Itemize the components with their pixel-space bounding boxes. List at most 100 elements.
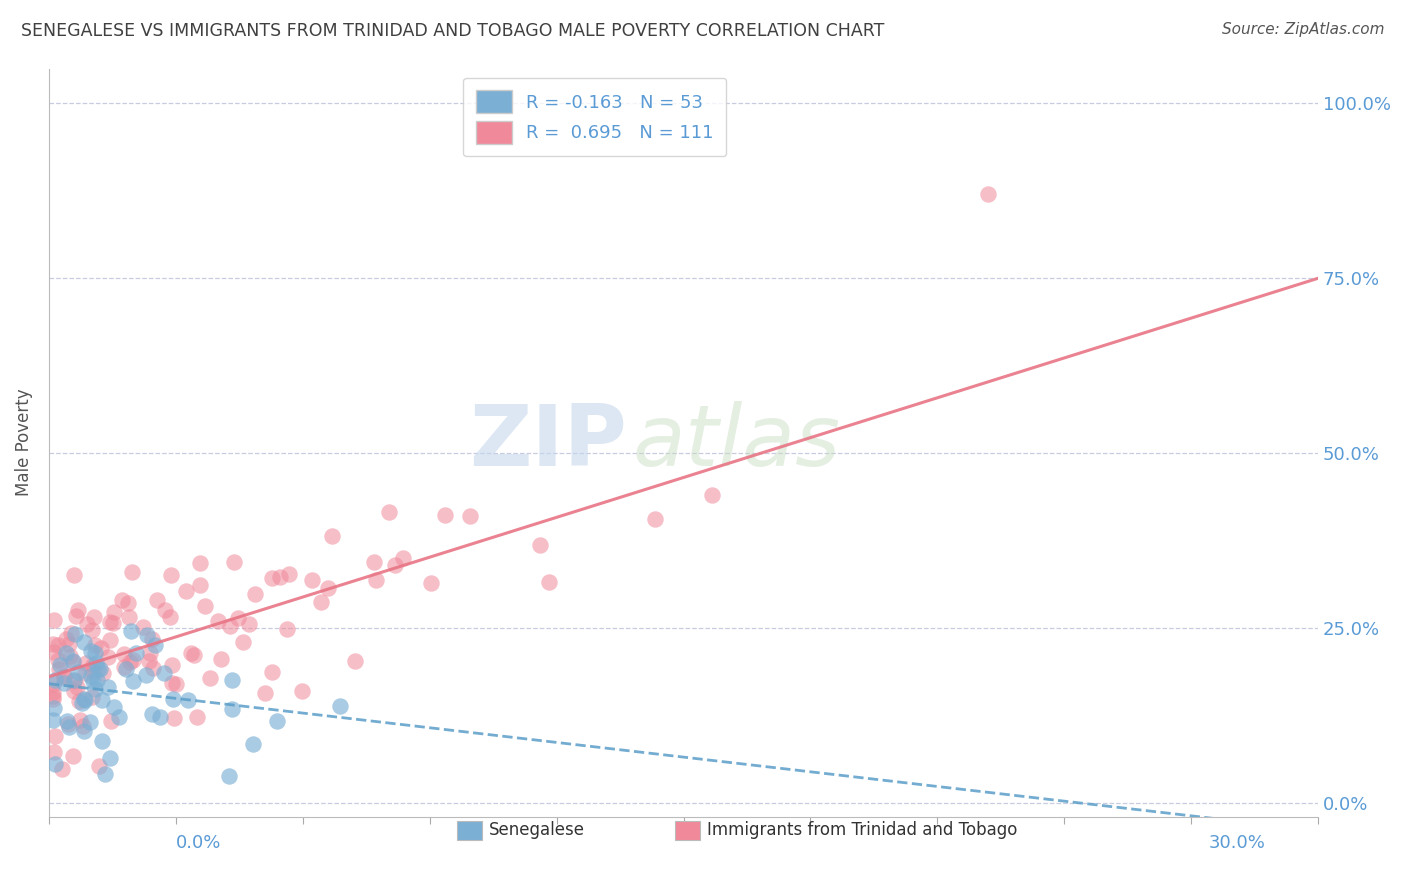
Point bbox=[329, 698, 352, 713]
Point bbox=[67, 694, 90, 708]
Point bbox=[644, 512, 666, 526]
Point bbox=[42, 637, 65, 651]
Point bbox=[44, 729, 66, 743]
Point bbox=[73, 666, 96, 681]
Point bbox=[80, 690, 103, 704]
Point bbox=[207, 614, 229, 628]
Point bbox=[142, 661, 165, 675]
Point bbox=[58, 720, 80, 734]
Point bbox=[65, 609, 87, 624]
Point bbox=[143, 639, 166, 653]
Point bbox=[132, 620, 155, 634]
Point bbox=[122, 653, 145, 667]
Point bbox=[94, 766, 117, 780]
Point bbox=[160, 676, 183, 690]
Point bbox=[55, 632, 77, 646]
Point bbox=[83, 638, 105, 652]
Point bbox=[278, 567, 301, 582]
Point bbox=[262, 665, 284, 679]
Point bbox=[186, 710, 208, 724]
Point bbox=[62, 654, 84, 668]
Point bbox=[391, 550, 413, 565]
Text: Immigrants from Trinidad and Tobago: Immigrants from Trinidad and Tobago bbox=[707, 821, 1018, 838]
Point bbox=[138, 646, 160, 660]
Point bbox=[183, 648, 205, 662]
Point bbox=[42, 745, 65, 759]
Point bbox=[98, 615, 121, 629]
Text: SENEGALESE VS IMMIGRANTS FROM TRINIDAD AND TOBAGO MALE POVERTY CORRELATION CHART: SENEGALESE VS IMMIGRANTS FROM TRINIDAD A… bbox=[21, 22, 884, 40]
Point bbox=[269, 569, 291, 583]
Point bbox=[291, 683, 314, 698]
Point bbox=[82, 658, 104, 673]
Point bbox=[222, 555, 245, 569]
Point bbox=[194, 599, 217, 614]
Point bbox=[42, 685, 65, 699]
Point bbox=[98, 750, 121, 764]
Point bbox=[52, 669, 75, 683]
Point bbox=[63, 626, 86, 640]
Point bbox=[311, 594, 333, 608]
Point bbox=[458, 508, 481, 523]
Point bbox=[53, 670, 76, 684]
Point bbox=[44, 701, 66, 715]
Point bbox=[62, 673, 84, 687]
Point bbox=[384, 558, 406, 573]
Point bbox=[112, 660, 135, 674]
Point bbox=[702, 488, 724, 502]
Text: 0.0%: 0.0% bbox=[176, 834, 221, 852]
Point bbox=[977, 187, 1000, 202]
Point bbox=[245, 587, 267, 601]
Text: 30.0%: 30.0% bbox=[1209, 834, 1265, 852]
Point bbox=[153, 666, 176, 681]
Point bbox=[200, 671, 222, 685]
Point bbox=[49, 658, 72, 673]
Point bbox=[90, 640, 112, 655]
Point bbox=[108, 710, 131, 724]
Point bbox=[97, 680, 120, 694]
Point bbox=[87, 759, 110, 773]
Point bbox=[66, 665, 89, 679]
Text: Senegalese: Senegalese bbox=[489, 821, 585, 838]
Point bbox=[112, 647, 135, 661]
Point bbox=[124, 646, 146, 660]
Point bbox=[238, 617, 260, 632]
Point bbox=[98, 632, 121, 647]
Point bbox=[141, 632, 163, 646]
Point bbox=[59, 648, 82, 663]
Point bbox=[70, 696, 93, 710]
Point bbox=[103, 700, 125, 714]
Point bbox=[73, 635, 96, 649]
Point bbox=[44, 645, 66, 659]
Legend: R = -0.163   N = 53, R =  0.695   N = 111: R = -0.163 N = 53, R = 0.695 N = 111 bbox=[463, 78, 727, 156]
Point bbox=[82, 665, 104, 679]
Point bbox=[529, 538, 551, 552]
Point bbox=[80, 644, 103, 658]
Point bbox=[42, 689, 65, 703]
Point bbox=[63, 568, 86, 582]
Point bbox=[120, 624, 142, 639]
Point bbox=[538, 574, 561, 589]
Point bbox=[159, 610, 181, 624]
Point bbox=[84, 656, 107, 670]
Point bbox=[122, 673, 145, 688]
Point bbox=[82, 674, 104, 689]
Point bbox=[63, 683, 86, 698]
Point bbox=[90, 734, 112, 748]
Point bbox=[301, 574, 323, 588]
Point bbox=[377, 504, 399, 518]
Point bbox=[420, 575, 443, 590]
Point bbox=[232, 634, 254, 648]
Point bbox=[42, 692, 65, 706]
Point bbox=[82, 623, 104, 637]
Point bbox=[75, 692, 97, 706]
Text: ZIP: ZIP bbox=[468, 401, 627, 484]
Point bbox=[90, 692, 112, 706]
Point bbox=[162, 691, 184, 706]
Point bbox=[146, 593, 169, 607]
Point bbox=[188, 578, 211, 592]
Point bbox=[83, 609, 105, 624]
Text: atlas: atlas bbox=[633, 401, 841, 484]
Point bbox=[316, 581, 339, 595]
Point bbox=[135, 628, 157, 642]
Y-axis label: Male Poverty: Male Poverty bbox=[15, 389, 32, 496]
